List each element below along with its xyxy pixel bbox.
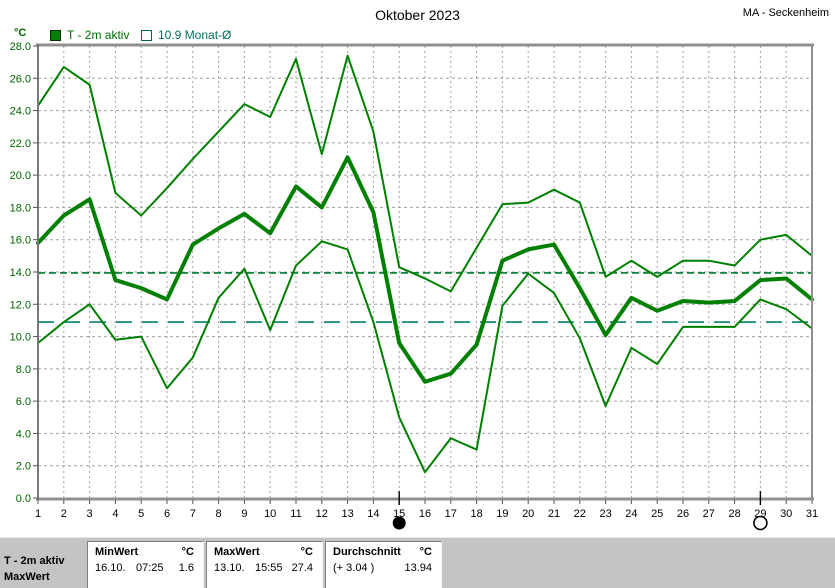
- stats-value: 27.4: [291, 562, 313, 574]
- stats-header: MinWert: [95, 546, 139, 558]
- x-tick-label: 27: [703, 508, 715, 520]
- x-tick-label: 15: [393, 508, 405, 520]
- x-tick-label: 9: [241, 508, 247, 520]
- legend-label-month-average: 10.9 Monat-Ø: [158, 28, 232, 42]
- x-tick-label: 21: [548, 508, 560, 520]
- stats-unit: °C: [419, 546, 432, 558]
- stats-value: 1.6: [178, 562, 194, 574]
- stats-time: 15:55: [255, 562, 283, 574]
- vertical-gridlines: [63, 46, 787, 498]
- x-tick-label: 25: [651, 508, 663, 520]
- y-tick-label: 0.0: [16, 493, 31, 505]
- y-tick-label: 14.0: [10, 267, 31, 279]
- x-tick-label: 13: [341, 508, 353, 520]
- stats-date: 16.10.: [95, 562, 126, 574]
- y-tick-label: 2.0: [16, 461, 31, 473]
- x-tick-label: 2: [61, 508, 67, 520]
- x-tick-label: 11: [290, 508, 301, 520]
- stats-time: 07:25: [136, 562, 164, 574]
- y-tick-label: 8.0: [16, 364, 31, 376]
- filled-square-icon: [50, 29, 61, 41]
- x-tick-label: 18: [470, 508, 482, 520]
- legend-item-active-series: T - 2m aktiv: [50, 28, 129, 42]
- stats-unit: °C: [300, 546, 313, 558]
- mean-temp-line: [36, 155, 814, 384]
- x-tick-label: 5: [138, 508, 144, 520]
- stats-row-label-active: T - 2m aktiv: [4, 555, 65, 567]
- chart-svg: 28.026.024.022.020.018.016.014.012.010.0…: [10, 41, 818, 531]
- y-tick-label: 24.0: [10, 106, 31, 118]
- x-tick-label: 26: [677, 508, 689, 520]
- min-temp-line: [37, 240, 813, 474]
- x-tick-label: 14: [367, 508, 379, 520]
- page-title: Oktober 2023: [375, 7, 460, 23]
- x-tick-label: 24: [625, 508, 637, 520]
- statistics-bar: T - 2m aktiv MaxWert MinWert °C 16.10. 0…: [0, 537, 835, 588]
- x-tick-label: 19: [496, 508, 508, 520]
- stats-header: Durchschnitt: [333, 546, 401, 558]
- stats-box-maxwert: MaxWert °C 13.10. 15:55 27.4: [206, 541, 323, 588]
- x-tick-label: 20: [522, 508, 534, 520]
- horizontal-gridlines: [38, 77, 812, 467]
- x-tick-label: 16: [419, 508, 431, 520]
- y-tick-label: 10.0: [10, 332, 31, 344]
- x-tick-label: 22: [574, 508, 586, 520]
- x-tick-label: 8: [216, 508, 222, 520]
- y-tick-label: 6.0: [16, 396, 31, 408]
- x-tick-label: 23: [599, 508, 611, 520]
- y-axis-unit-label: °C: [14, 27, 27, 39]
- legend-label-active: T - 2m aktiv: [67, 28, 130, 42]
- x-tick-label: 30: [780, 508, 792, 520]
- legend-item-month-average: 10.9 Monat-Ø: [141, 28, 231, 42]
- x-tick-label: 3: [87, 508, 93, 520]
- y-tick-label: 12.0: [10, 299, 31, 311]
- x-tick-label: 6: [164, 508, 170, 520]
- stats-value: 13.94: [404, 562, 432, 574]
- x-tick-label: 10: [264, 508, 276, 520]
- stats-box-minwert: MinWert °C 16.10. 07:25 1.6: [87, 541, 204, 588]
- x-tick-label: 31: [806, 508, 818, 520]
- x-tick-label: 28: [728, 508, 740, 520]
- x-tick-label: 1: [35, 508, 41, 520]
- new-moon-icon: [392, 516, 406, 530]
- max-temp-line: [37, 54, 813, 293]
- stats-header: MaxWert: [214, 546, 260, 558]
- y-tick-label: 20.0: [10, 170, 31, 182]
- y-tick-label: 16.0: [10, 235, 31, 247]
- x-tick-label: 4: [112, 508, 118, 520]
- stats-deviation: (+ 3.04 ): [333, 562, 375, 574]
- stats-unit: °C: [181, 546, 194, 558]
- stats-row-label-maxwert: MaxWert: [4, 571, 50, 583]
- x-tick-label: 7: [190, 508, 196, 520]
- full-moon-icon: [753, 515, 768, 531]
- y-tick-label: 26.0: [10, 73, 31, 85]
- stats-box-durchschnitt: Durchschnitt °C (+ 3.04 ) 13.94: [325, 541, 442, 588]
- x-tick-label: 12: [316, 508, 328, 520]
- x-tick-label: 17: [445, 508, 457, 520]
- y-tick-label: 28.0: [10, 41, 31, 53]
- temperature-chart: 28.0 26.0 24.0 22.0 20.0 18.0 16.0 14.0 12.0 10.0…: [10, 41, 818, 531]
- y-tick-label: 22.0: [10, 138, 31, 150]
- y-tick-label: 4.0: [16, 428, 31, 440]
- station-name: MA - Seckenheim: [742, 7, 829, 19]
- stats-date: 13.10.: [214, 562, 245, 574]
- y-tick-label: 18.0: [10, 202, 31, 214]
- open-square-icon: [141, 29, 152, 41]
